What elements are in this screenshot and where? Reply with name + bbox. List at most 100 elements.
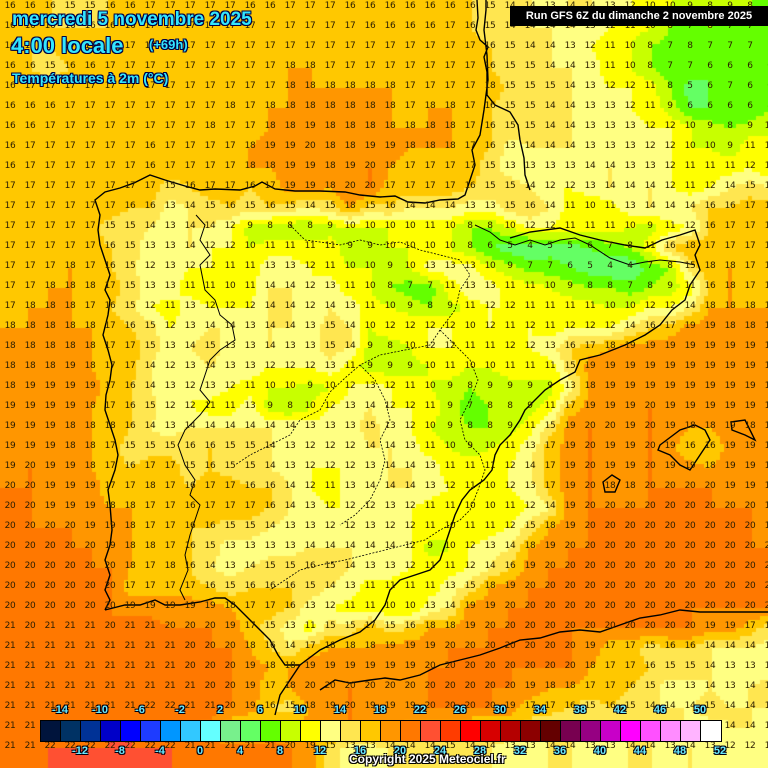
temperature-value: 17 <box>124 341 136 351</box>
temperature-value: 12 <box>704 181 716 191</box>
temperature-value: 20 <box>4 601 16 611</box>
temperature-value: 17 <box>224 1 236 11</box>
temperature-value: 19 <box>704 341 716 351</box>
temperature-value: 16 <box>244 481 256 491</box>
temperature-value: 11 <box>504 501 516 511</box>
temperature-value: 19 <box>304 741 316 751</box>
temperature-value: 17 <box>264 681 276 691</box>
temperature-value: 20 <box>204 641 216 651</box>
temperature-value: 17 <box>464 101 476 111</box>
temperature-value: 17 <box>204 1 216 11</box>
temperature-value: 9 <box>307 381 313 391</box>
temperature-value: 18 <box>224 601 236 611</box>
temperature-value: 17 <box>24 221 36 231</box>
temperature-value: 17 <box>744 281 756 291</box>
temperature-value: 8 <box>607 281 613 291</box>
temperature-value: 15 <box>484 1 496 11</box>
temperature-value: 12 <box>504 301 516 311</box>
temperature-value: 17 <box>264 601 276 611</box>
temperature-value: 16 <box>684 441 696 451</box>
legend-label-bottom: 24 <box>433 745 447 757</box>
temperature-value: 17 <box>64 221 76 231</box>
temperature-value: 17 <box>444 61 456 71</box>
temperature-value: 17 <box>244 121 256 131</box>
temperature-value: 18 <box>344 101 356 111</box>
temperature-value: 11 <box>364 581 376 591</box>
temperature-value: 15 <box>644 681 656 691</box>
temperature-value: 13 <box>544 341 556 351</box>
temperature-value: 19 <box>624 461 636 471</box>
temperature-value: 12 <box>504 461 516 471</box>
temperature-value: 21 <box>104 701 116 711</box>
temperature-value: 12 <box>324 521 336 531</box>
temperature-value: 11 <box>524 421 536 431</box>
temperature-value: 20 <box>24 521 36 531</box>
temperature-value: 16 <box>304 561 316 571</box>
temperature-value: 12 <box>404 541 416 551</box>
temperature-value: 19 <box>404 661 416 671</box>
temperature-value: 9 <box>427 541 433 551</box>
temperature-value: 20 <box>444 701 456 711</box>
temperature-value: 21 <box>24 681 36 691</box>
temperature-value: 14 <box>344 321 356 331</box>
temperature-value: 14 <box>704 641 716 651</box>
temperature-value: 16 <box>264 201 276 211</box>
temperature-value: 11 <box>204 401 216 411</box>
legend-swatch <box>141 721 161 741</box>
temperature-value: 20 <box>684 561 696 571</box>
temperature-value: 11 <box>424 441 436 451</box>
legend-swatch <box>701 721 721 741</box>
temperature-value: 14 <box>544 501 556 511</box>
temperature-value: 20 <box>404 681 416 691</box>
temperature-value: 17 <box>184 121 196 131</box>
temperature-value: 14 <box>444 601 456 611</box>
temperature-value: 9 <box>407 301 413 311</box>
temperature-value: 12 <box>204 261 216 271</box>
temperature-value: 19 <box>464 601 476 611</box>
temperature-value: 6 <box>747 101 753 111</box>
temperature-value: 14 <box>744 721 756 731</box>
temperature-value: 18 <box>64 261 76 271</box>
temperature-value: 21 <box>184 701 196 711</box>
temperature-value: 12 <box>664 181 676 191</box>
temperature-value: 12 <box>484 321 496 331</box>
legend-label-bottom: 12 <box>313 745 327 757</box>
temperature-value: 20 <box>664 501 676 511</box>
temperature-value: 8 <box>507 401 513 411</box>
temperature-value: 14 <box>284 501 296 511</box>
temperature-value: 17 <box>604 681 616 691</box>
temperature-value: 17 <box>104 181 116 191</box>
legend-swatch <box>61 721 81 741</box>
temperature-value: 7 <box>747 21 753 31</box>
temperature-value: 20 <box>764 581 768 591</box>
temperature-value: 16 <box>84 21 96 31</box>
temperature-value: 12 <box>604 81 616 91</box>
temperature-value: 18 <box>444 121 456 131</box>
temperature-value: 14 <box>564 141 576 151</box>
temperature-value: 18 <box>484 81 496 91</box>
temperature-value: 14 <box>264 461 276 471</box>
temperature-value: 7 <box>727 81 733 91</box>
temperature-value: 15 <box>544 421 556 431</box>
temperature-value: 8 <box>287 401 293 411</box>
temperature-value: 21 <box>4 741 16 751</box>
temperature-value: 11 <box>464 481 476 491</box>
north-africa-coastline <box>319 609 768 691</box>
temperature-value: 17 <box>304 1 316 11</box>
legend-label-top: 38 <box>573 704 587 716</box>
temperature-value: 19 <box>64 381 76 391</box>
legend-swatch <box>621 721 641 741</box>
temperature-value: 18 <box>124 561 136 571</box>
temperature-value: 17 <box>84 261 96 271</box>
temperature-value: 18 <box>304 61 316 71</box>
temperature-value: 20 <box>744 521 756 531</box>
temperature-value: 10 <box>224 281 236 291</box>
legend-label-top: -10 <box>92 704 108 716</box>
temperature-value: 17 <box>464 121 476 131</box>
temperature-value: 9 <box>267 401 273 411</box>
temperature-value: 10 <box>384 241 396 251</box>
temperature-value: 11 <box>584 301 596 311</box>
temperature-value: 15 <box>264 561 276 571</box>
temperature-value: 17 <box>104 61 116 71</box>
temperature-value: 15 <box>324 321 336 331</box>
